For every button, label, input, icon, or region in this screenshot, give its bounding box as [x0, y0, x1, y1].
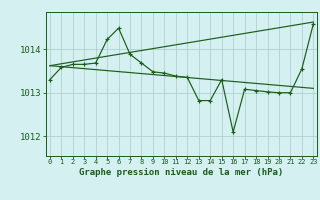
X-axis label: Graphe pression niveau de la mer (hPa): Graphe pression niveau de la mer (hPa) — [79, 168, 284, 177]
